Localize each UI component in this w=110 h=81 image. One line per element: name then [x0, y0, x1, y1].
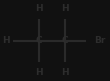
Text: H: H	[61, 68, 69, 77]
Text: H: H	[35, 4, 43, 13]
Text: C: C	[36, 36, 42, 45]
Text: H: H	[61, 4, 69, 13]
Text: Br: Br	[94, 36, 105, 45]
Text: H: H	[2, 36, 10, 45]
Text: H: H	[35, 68, 43, 77]
Text: C: C	[61, 36, 68, 45]
